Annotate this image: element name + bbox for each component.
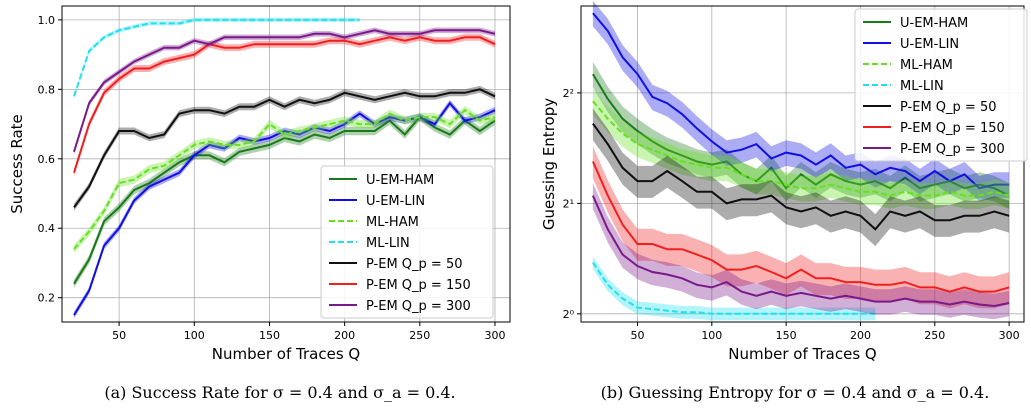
x-tick-label: 300 <box>484 329 505 342</box>
legend-label-2: ML-HAM <box>366 215 419 230</box>
y-tick-label: 2¹ <box>563 197 574 210</box>
x-tick-label: 100 <box>701 329 722 342</box>
series-line-3 <box>73 18 360 97</box>
y-axis-label: Guessing Entropy <box>540 98 558 230</box>
x-tick-label: 150 <box>259 329 280 342</box>
x-axis-label: Number of Traces Q <box>728 345 876 363</box>
success-rate-chart: 50 100 150 200 250 300 0.2 0.4 0.6 0.8 1.0 Number o… <box>8 5 511 363</box>
x-tick-label: 50 <box>630 329 644 342</box>
legend-box <box>854 8 1028 162</box>
y-tick-label: 0.4 <box>38 222 56 235</box>
y-tick-label: 0.2 <box>38 292 56 305</box>
guessing-entropy-chart: 50 100 150 200 250 300 2⁰ 2¹ 2² Number of Traces … <box>540 0 1028 363</box>
legend-label-5: P-EM Q_p = 150 <box>366 278 471 293</box>
series-band-4 <box>74 85 495 211</box>
legend-label-6: P-EM Q_p = 300 <box>900 142 1005 157</box>
y-tick-label: 0.8 <box>38 83 56 96</box>
legend-label-0: U-EM-HAM <box>366 173 434 188</box>
legend-box <box>320 165 494 319</box>
y-axis-label: Success Rate <box>8 114 26 214</box>
x-axis-label: Number of Traces Q <box>212 345 360 363</box>
caption-a: (a) Success Rate for σ = 0.4 and σ_a = 0… <box>104 383 455 402</box>
y-tick-label: 2⁰ <box>563 308 575 321</box>
legend-label-3: ML-LIN <box>900 79 944 94</box>
y-tick-label: 1.0 <box>38 14 56 27</box>
x-tick-label: 50 <box>112 329 126 342</box>
x-tick-label: 300 <box>999 329 1020 342</box>
x-tick-label: 200 <box>334 329 355 342</box>
legend: U-EM-HAM U-EM-LIN ML-HAM ML-LIN P-EM Q_p = 5… <box>854 8 1028 162</box>
legend-label-4: P-EM Q_p = 50 <box>900 100 997 115</box>
series-line-2 <box>73 108 496 250</box>
legend: U-EM-HAM U-EM-LIN ML-HAM ML-LIN P-EM Q_p = 5… <box>320 165 494 319</box>
series-band-4 <box>592 108 1010 247</box>
x-tick-label: 100 <box>184 329 205 342</box>
series-line-3 <box>592 261 876 315</box>
legend-label-4: P-EM Q_p = 50 <box>366 257 463 272</box>
legend-label-0: U-EM-HAM <box>900 16 968 31</box>
x-tick-label: 250 <box>409 329 430 342</box>
x-tick-label: 200 <box>850 329 871 342</box>
series-band-5 <box>592 146 1010 309</box>
series-band-2 <box>592 88 1010 209</box>
legend-label-1: U-EM-LIN <box>900 37 959 52</box>
caption-b: (b) Guessing Entropy for σ = 0.4 and σ_a… <box>601 383 990 402</box>
series-band-3 <box>592 256 876 321</box>
x-tick-label: 250 <box>924 329 945 342</box>
y-tick-label: 0.6 <box>38 153 56 166</box>
series-band-2 <box>74 106 495 254</box>
x-tick-label: 150 <box>776 329 797 342</box>
legend-label-5: P-EM Q_p = 150 <box>900 121 1005 136</box>
legend-label-1: U-EM-LIN <box>366 194 425 209</box>
plot-frame <box>61 5 511 323</box>
y-tick-label: 2² <box>563 87 574 100</box>
legend-label-6: P-EM Q_p = 300 <box>366 299 471 314</box>
legend-label-3: ML-LIN <box>366 236 410 251</box>
legend-label-2: ML-HAM <box>900 58 953 73</box>
plot-frame <box>580 5 1025 323</box>
series-band-1 <box>592 0 1010 202</box>
series-band-3 <box>74 17 360 99</box>
